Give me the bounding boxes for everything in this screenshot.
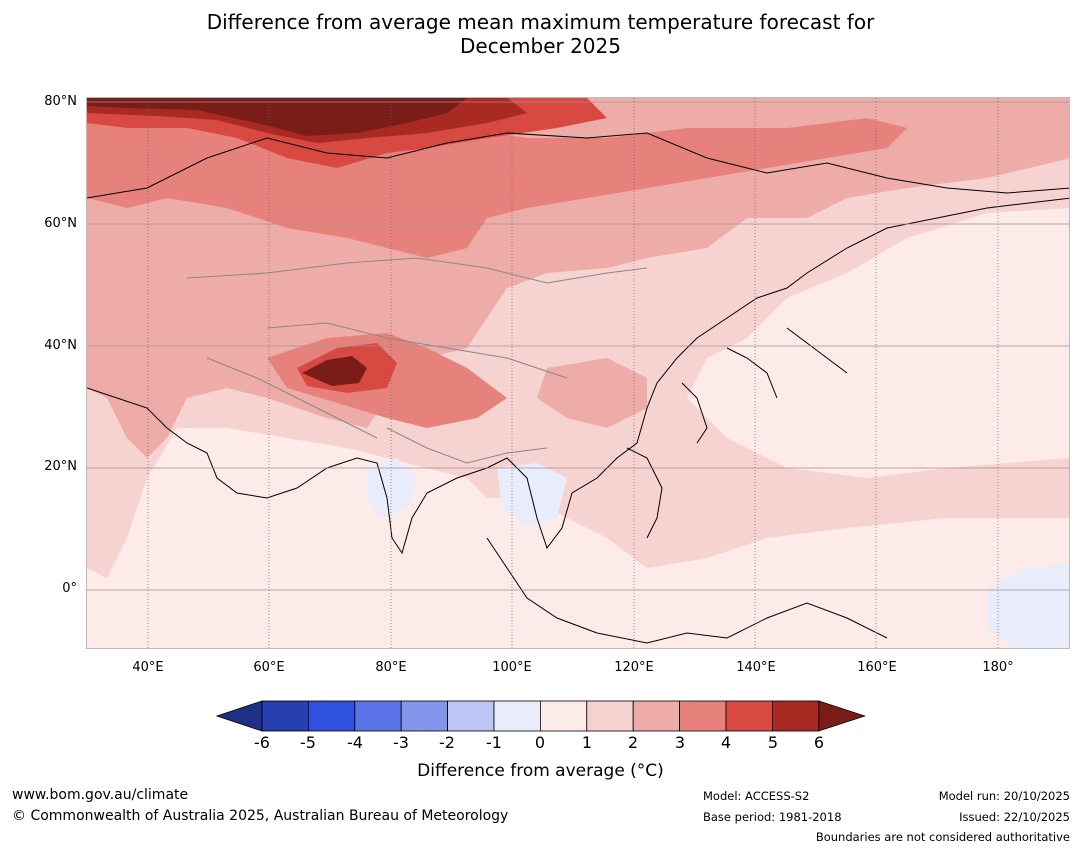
- footer-model-run: Model run: 20/10/2025: [938, 789, 1070, 803]
- lat-label-40n: 40°N: [44, 338, 77, 353]
- lat-label-20n: 20°N: [44, 459, 77, 474]
- colorbar-tick: -3: [393, 733, 409, 752]
- colorbar-tick: -4: [347, 733, 363, 752]
- anomaly-neg-1-indochina: [497, 463, 567, 528]
- footer-url[interactable]: www.bom.gov.au/climate: [12, 787, 189, 803]
- colorbar-tick: -2: [439, 733, 455, 752]
- colorbar-cell: [308, 700, 356, 732]
- lat-label-60n: 60°N: [44, 216, 77, 231]
- colorbar-label: Difference from average (°C): [417, 761, 664, 781]
- colorbar-tick: 0: [534, 733, 546, 752]
- colorbar-cell: [261, 700, 309, 732]
- forecast-map: [86, 97, 1070, 649]
- colorbar-tick: -5: [300, 733, 316, 752]
- colorbar-tick: 1: [581, 733, 593, 752]
- colorbar-tick: 4: [720, 733, 732, 752]
- lon-label-40e: 40°E: [132, 660, 164, 675]
- colorbar-cell: [447, 700, 495, 732]
- lon-label-60e: 60°E: [253, 660, 285, 675]
- footer-base-period: Base period: 1981-2018: [703, 810, 842, 824]
- title-line-1: Difference from average mean maximum tem…: [206, 10, 875, 34]
- lon-label-140e: 140°E: [736, 660, 776, 675]
- map-svg: [87, 98, 1069, 648]
- lon-label-160e: 160°E: [857, 660, 897, 675]
- colorbar-cell: [586, 700, 634, 732]
- country-boundaries: [186, 257, 648, 464]
- anomaly-above-6-central: [302, 356, 367, 386]
- colorbar-cell: [632, 700, 681, 732]
- anomaly-above-6: [87, 98, 467, 136]
- colorbar-cell: [725, 700, 773, 732]
- colorbar-cells: [216, 700, 866, 732]
- colorbar-tick: -6: [254, 733, 270, 752]
- colorbar-cell: [539, 700, 588, 732]
- footer-copyright: © Commonwealth of Australia 2025, Austra…: [12, 808, 509, 824]
- colorbar-tick: 3: [674, 733, 686, 752]
- colorbar-cell: [493, 700, 541, 732]
- colorbar-cell: [354, 700, 402, 732]
- lon-label-180: 180°: [982, 660, 1014, 675]
- footer-model: Model: ACCESS-S2: [703, 789, 810, 803]
- map-title: Difference from average mean maximum tem…: [0, 10, 1081, 58]
- anomaly-2-3-east: [537, 358, 647, 428]
- lon-label-100e: 100°E: [492, 660, 532, 675]
- colorbar-tick: 2: [627, 733, 639, 752]
- colorbar-arrow-high: [818, 700, 866, 732]
- footer-disclaimer: Boundaries are not considered authoritat…: [815, 830, 1070, 844]
- colorbar: [216, 700, 866, 732]
- lat-label-0: 0°: [62, 581, 77, 596]
- colorbar-cell: [400, 700, 448, 732]
- title-line-2: December 2025: [460, 34, 621, 58]
- colorbar-cell: [772, 700, 820, 732]
- colorbar-tick: 6: [813, 733, 825, 752]
- lat-label-80n: 80°N: [44, 94, 77, 109]
- footer-issued: Issued: 22/10/2025: [959, 810, 1070, 824]
- lon-label-120e: 120°E: [614, 660, 654, 675]
- anomaly-neg-1-pacific: [987, 563, 1069, 648]
- colorbar-tick: -1: [486, 733, 502, 752]
- colorbar-arrow-low: [216, 700, 263, 732]
- graticule: [87, 101, 1069, 591]
- meridians: [147, 98, 999, 648]
- colorbar-cell: [679, 700, 727, 732]
- lon-label-80e: 80°E: [375, 660, 407, 675]
- colorbar-tick: 5: [767, 733, 779, 752]
